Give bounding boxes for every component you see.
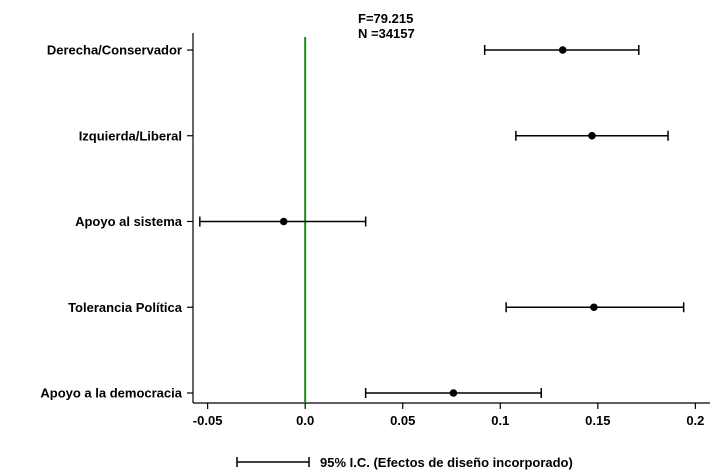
data-marks xyxy=(199,45,685,398)
sample-size: N =34157 xyxy=(358,26,415,41)
y-axis: Derecha/Conservador Izquierda/Liberal Apoy… xyxy=(40,33,194,403)
point-estimate xyxy=(449,389,458,397)
y-tick-label: Derecha/Conservador xyxy=(47,43,182,58)
x-tick-label: 0.15 xyxy=(585,413,610,428)
x-tick-label: -0.05 xyxy=(193,413,223,428)
x-axis: -0.05 0.0 0.05 0.1 0.15 0.2 xyxy=(193,402,710,428)
f-statistic: F=79.215 xyxy=(358,11,413,26)
point-estimate xyxy=(558,46,567,54)
x-tick-label: 0.05 xyxy=(390,413,415,428)
point-estimate xyxy=(590,303,598,312)
y-tick-label: Apoyo al sistema xyxy=(75,214,183,229)
legend-label: 95% I.C. (Efectos de diseño incorporado) xyxy=(320,455,573,470)
y-tick-label: Tolerancia Política xyxy=(68,300,183,315)
legend: 95% I.C. (Efectos de diseño incorporado) xyxy=(236,455,573,470)
y-tick-label: Apoyo a la democracia xyxy=(40,386,182,401)
x-tick-label: 0.2 xyxy=(686,413,704,428)
x-tick-label: 0.1 xyxy=(491,413,509,428)
x-tick-label: 0.0 xyxy=(296,413,314,428)
y-tick-label: Izquierda/Liberal xyxy=(79,128,182,143)
point-estimate xyxy=(588,131,596,140)
point-estimate xyxy=(279,217,288,226)
